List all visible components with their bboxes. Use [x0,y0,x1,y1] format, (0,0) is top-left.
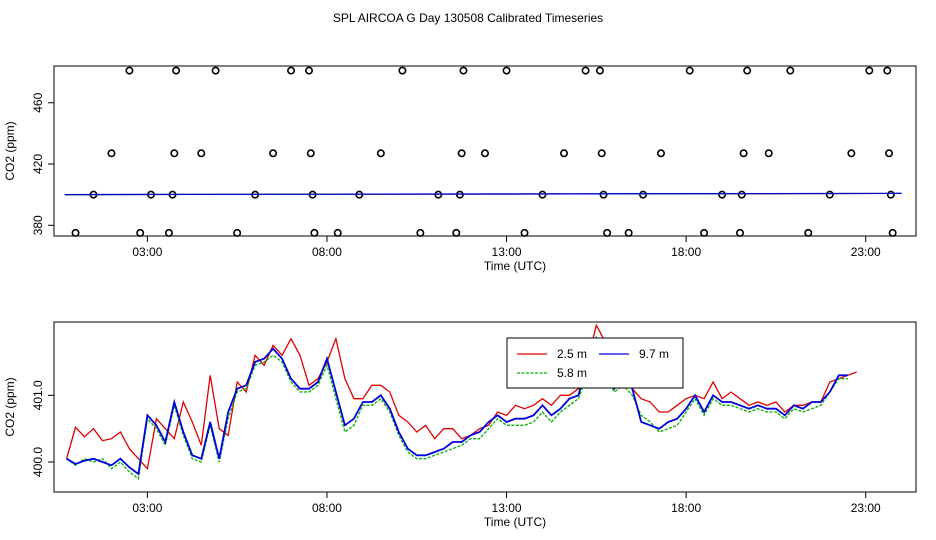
x-tick-label: 18:00 [671,245,701,259]
flag-point [639,190,648,199]
legend-box [506,337,684,389]
x-tick-label: 03:00 [132,245,162,259]
x-tick-label: 08:00 [312,245,342,259]
x-tick-label: 08:00 [312,501,342,515]
legend-label: 9.7 m [639,347,669,361]
x-axis-label: Time (UTC) [484,515,546,529]
flag-point [685,66,694,75]
flag-point [310,228,319,237]
x-tick-label: 23:00 [851,501,881,515]
legend: 2.5 m 5.8 m 9.7 m [506,337,684,389]
flag-point [269,149,278,158]
flag-point [125,66,134,75]
flag-point [786,66,795,75]
flag-point [197,149,206,158]
legend-label: 2.5 m [557,347,587,361]
flag-point [233,228,242,237]
flag-point [739,149,748,158]
flag-point [847,149,856,158]
legend-label: 5.8 m [557,366,587,380]
series-line-97m [66,335,848,476]
flag-point [287,66,296,75]
bottom-panel: 03:00 08:00 13:00 18:00 23:00 Time (UTC) 400.0… [3,321,917,529]
flag-point [211,66,220,75]
flag-point [71,228,80,237]
series-line-58m [66,350,848,480]
x-tick-label: 13:00 [492,245,522,259]
flag-point [736,228,745,237]
flag-point [107,149,116,158]
flag-point [459,66,468,75]
flag-point [333,228,342,237]
flag-point [888,228,897,237]
flag-point [172,66,181,75]
flag-point [624,228,633,237]
flag-point [883,66,892,75]
flag-point [480,149,489,158]
y-axis-label: CO2 (ppm) [3,121,17,180]
y-tick-label: 420 [31,154,45,174]
flag-point [305,66,314,75]
flag-point [656,149,665,158]
top-panel: 03:00 08:00 13:00 18:00 23:00 Time (UTC) 380 42… [3,65,917,273]
flag-point [764,149,773,158]
flag-point [804,228,813,237]
x-tick-label: 18:00 [671,501,701,515]
y-tick-label: 400.0 [31,447,45,477]
flag-point [136,228,145,237]
y-tick-label: 460 [31,92,45,112]
x-axis-label: Time (UTC) [484,259,546,273]
y-tick-label: 401.0 [31,380,45,410]
flag-point [825,190,834,199]
plot-frame [53,321,917,493]
flag-point [164,228,173,237]
flag-point [700,228,709,237]
flag-point [416,228,425,237]
chart-title: SPL AIRCOA G Day 130508 Calibrated Times… [333,11,603,25]
flag-point [743,66,752,75]
flag-point [455,190,464,199]
flag-point [306,149,315,158]
flag-point [581,66,590,75]
flag-point [737,190,746,199]
flag-point [398,66,407,75]
flag-point [538,190,547,199]
y-axis-label: CO2 (ppm) [3,377,17,436]
flag-point [599,190,608,199]
flag-point [520,228,529,237]
flag-point [457,149,466,158]
x-tick-label: 13:00 [492,501,522,515]
flag-point [502,66,511,75]
flag-point [560,149,569,158]
series-line-97m [64,192,902,196]
flag-point [718,190,727,199]
y-tick-label: 380 [31,215,45,235]
flag-point [886,190,895,199]
series-line-25m [65,323,857,471]
flag-point [170,149,179,158]
flag-point [865,66,874,75]
flag-point [885,149,894,158]
x-tick-label: 23:00 [851,245,881,259]
flag-point [597,149,606,158]
flag-point [603,228,612,237]
flag-point [452,228,461,237]
plot-frame [53,65,917,237]
flag-point [595,66,604,75]
flag-point [376,149,385,158]
x-tick-label: 03:00 [132,501,162,515]
